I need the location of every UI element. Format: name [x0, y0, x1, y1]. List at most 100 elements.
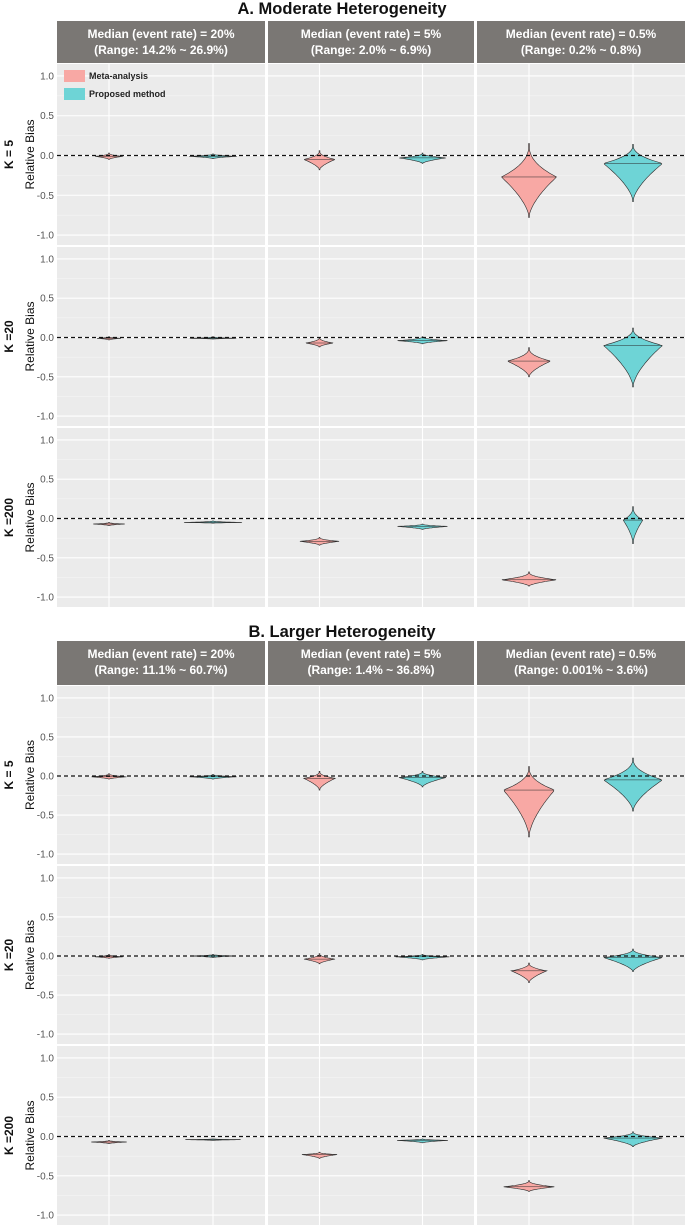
- y-tick-label: -1.0: [37, 1030, 55, 1041]
- y-axis-title: Relative Bias: [23, 920, 37, 990]
- legend-swatch-meta-analysis: [64, 70, 85, 82]
- row-label: K =20: [2, 938, 16, 971]
- y-tick-label: -1.0: [37, 850, 55, 861]
- y-tick-label: 0.5: [40, 1093, 54, 1104]
- facet-strip-line1: Median (event rate) = 0.5%: [506, 647, 657, 661]
- row-label: K =200: [2, 1116, 16, 1155]
- violin-proposed-method: [397, 1138, 448, 1144]
- y-tick-label: 1.0: [40, 254, 54, 265]
- violin-meta-analysis: [304, 150, 335, 171]
- y-axis-title: Relative Bias: [23, 740, 37, 810]
- row-label: K = 5: [2, 760, 16, 789]
- y-tick-label: 0.0: [40, 1132, 54, 1143]
- y-tick-label: 0.5: [40, 732, 54, 743]
- y-tick-label: 1.0: [40, 71, 54, 82]
- y-tick-label: 0.0: [40, 772, 54, 783]
- panel-background: [57, 866, 265, 1044]
- panel-background: [268, 866, 474, 1044]
- y-tick-label: 0.5: [40, 912, 54, 923]
- y-axis-title: Relative Bias: [23, 482, 37, 552]
- legend-label-meta-analysis: Meta-analysis: [89, 71, 148, 81]
- legend-label-proposed-method: Proposed method: [89, 89, 166, 99]
- panel-background: [57, 64, 265, 245]
- facet-strip: [268, 641, 474, 685]
- section-title: A. Moderate Heterogeneity: [237, 0, 447, 18]
- facet-strip-line1: Median (event rate) = 5%: [301, 647, 442, 661]
- y-tick-label: 0.0: [40, 514, 54, 525]
- violin-meta-analysis: [501, 143, 557, 218]
- panel-background: [268, 428, 474, 607]
- facet-strip-line2: (Range: 0.2% ~ 0.8%): [521, 43, 641, 57]
- violin-meta-analysis: [305, 337, 334, 348]
- panel-background: [57, 428, 265, 607]
- y-tick-label: 0.5: [40, 111, 54, 122]
- facet-strip-line2: (Range: 14.2% ~ 26.9%): [94, 43, 228, 57]
- violin-meta-analysis: [503, 766, 555, 838]
- legend-swatch-proposed-method: [64, 88, 85, 100]
- y-tick-label: 1.0: [40, 693, 54, 704]
- row-label: K = 5: [2, 140, 16, 169]
- y-tick-label: 0.0: [40, 151, 54, 162]
- panel-background: [268, 247, 474, 426]
- y-tick-label: 0.5: [40, 294, 54, 305]
- panel-background: [477, 1046, 685, 1225]
- panel-background: [477, 866, 685, 1044]
- y-tick-label: -0.5: [37, 991, 55, 1002]
- facet-strip-line1: Median (event rate) = 5%: [301, 27, 442, 41]
- violin-meta-analysis: [303, 953, 336, 965]
- y-axis-title: Relative Bias: [23, 301, 37, 371]
- y-tick-label: 1.0: [40, 435, 54, 446]
- violin-meta-analysis: [501, 571, 557, 587]
- facet-strip-line1: Median (event rate) = 20%: [87, 647, 234, 661]
- y-tick-label: -0.5: [37, 811, 55, 822]
- facet-strip-line2: (Range: 1.4% ~ 36.8%): [307, 663, 434, 677]
- panel-background: [477, 247, 685, 426]
- y-tick-label: -0.5: [37, 191, 55, 202]
- facet-strip-line2: (Range: 2.0% ~ 6.9%): [311, 43, 431, 57]
- facet-strip: [57, 21, 265, 63]
- row-label: K =20: [2, 320, 16, 353]
- facet-strip: [477, 641, 685, 685]
- panel-background: [57, 1046, 265, 1225]
- facet-strip-line2: (Range: 0.001% ~ 3.6%): [514, 663, 648, 677]
- violin-meta-analysis: [503, 1180, 555, 1192]
- panel-background: [57, 247, 265, 426]
- y-tick-label: -0.5: [37, 553, 55, 564]
- violin-proposed-method: [603, 327, 663, 388]
- violin-proposed-method: [397, 523, 448, 530]
- y-tick-label: -0.5: [37, 1171, 55, 1182]
- violin-meta-analysis: [508, 347, 550, 378]
- y-tick-label: -1.0: [37, 412, 55, 423]
- panel-background: [268, 1046, 474, 1225]
- section-title: B. Larger Heterogeneity: [248, 623, 436, 641]
- panel-background: [57, 686, 265, 864]
- violin-meta-analysis: [510, 962, 548, 983]
- y-axis-title: Relative Bias: [23, 1100, 37, 1170]
- panel-background: [268, 64, 474, 245]
- violin-proposed-method: [604, 144, 662, 202]
- y-tick-label: 0.0: [40, 952, 54, 963]
- y-tick-label: -1.0: [37, 1211, 55, 1222]
- row-label: K =200: [2, 498, 16, 537]
- y-tick-label: -1.0: [37, 593, 55, 604]
- facet-strip: [57, 641, 265, 685]
- y-tick-label: 1.0: [40, 1053, 54, 1064]
- y-tick-label: 1.0: [40, 873, 54, 884]
- y-tick-label: 0.5: [40, 475, 54, 486]
- panel-background: [477, 64, 685, 245]
- facet-strip-line1: Median (event rate) = 20%: [87, 27, 234, 41]
- violin-proposed-method: [397, 336, 448, 345]
- violin-meta-analysis: [302, 771, 337, 791]
- facet-strip: [477, 21, 685, 63]
- panel-background: [268, 686, 474, 864]
- facet-strip-line1: Median (event rate) = 0.5%: [506, 27, 657, 41]
- facet-strip-line2: (Range: 11.1% ~ 60.7%): [94, 663, 227, 677]
- violin-proposed-method: [398, 152, 447, 164]
- y-axis-title: Relative Bias: [23, 119, 37, 189]
- y-tick-label: 0.0: [40, 333, 54, 344]
- panel-background: [477, 686, 685, 864]
- y-tick-label: -0.5: [37, 372, 55, 383]
- y-tick-label: -1.0: [37, 231, 55, 242]
- facet-strip: [268, 21, 474, 63]
